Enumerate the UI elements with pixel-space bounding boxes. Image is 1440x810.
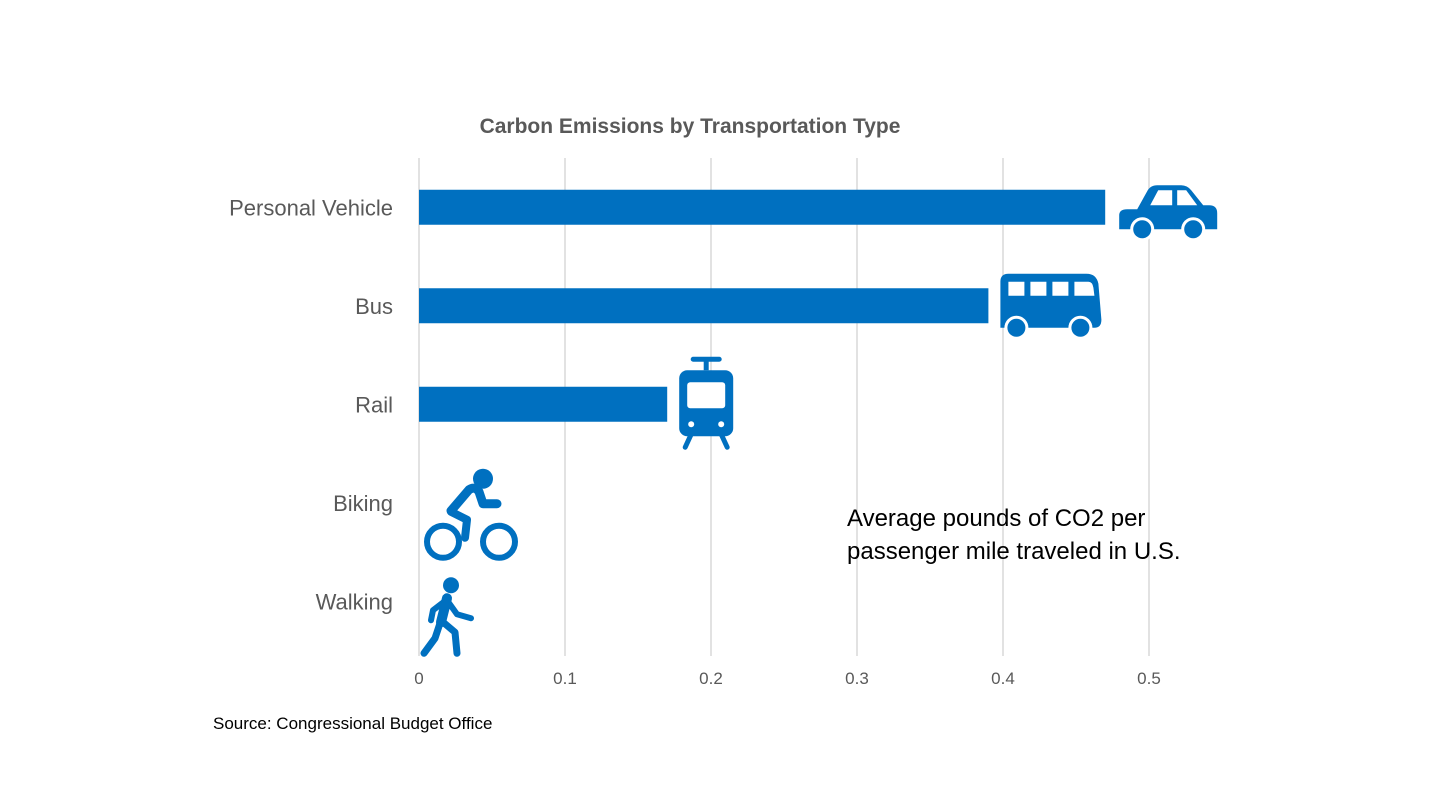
annotation-line-2: passenger mile traveled in U.S. [847, 538, 1181, 565]
bicycle-icon [427, 469, 515, 558]
x-tick-label: 0.2 [699, 669, 723, 688]
category-label: Biking [333, 491, 393, 516]
tram-icon [679, 359, 733, 447]
bar [419, 288, 989, 324]
bus-icon [1000, 273, 1102, 340]
x-axis-ticks: 0 0.1 0.2 0.3 0.4 0.5 [414, 669, 1161, 688]
x-tick-label: 0.3 [845, 669, 869, 688]
bar [419, 386, 668, 422]
category-labels: Personal Vehicle Bus Rail Biking Walking [229, 195, 393, 614]
category-label: Walking [316, 589, 393, 614]
walking-icon [424, 577, 471, 653]
category-label: Personal Vehicle [229, 195, 393, 220]
category-label: Rail [355, 392, 393, 417]
x-tick-label: 0.1 [553, 669, 577, 688]
annotation-line-1: Average pounds of CO2 per [847, 505, 1145, 532]
category-label: Bus [355, 294, 393, 319]
chart-title: Carbon Emissions by Transportation Type [480, 115, 901, 138]
x-tick-label: 0 [414, 669, 423, 688]
x-tick-label: 0.5 [1137, 669, 1161, 688]
car-icon [1119, 185, 1218, 242]
x-tick-label: 0.4 [991, 669, 1015, 688]
bar [419, 189, 1106, 225]
bars [419, 189, 1106, 422]
source-note: Source: Congressional Budget Office [213, 714, 492, 733]
